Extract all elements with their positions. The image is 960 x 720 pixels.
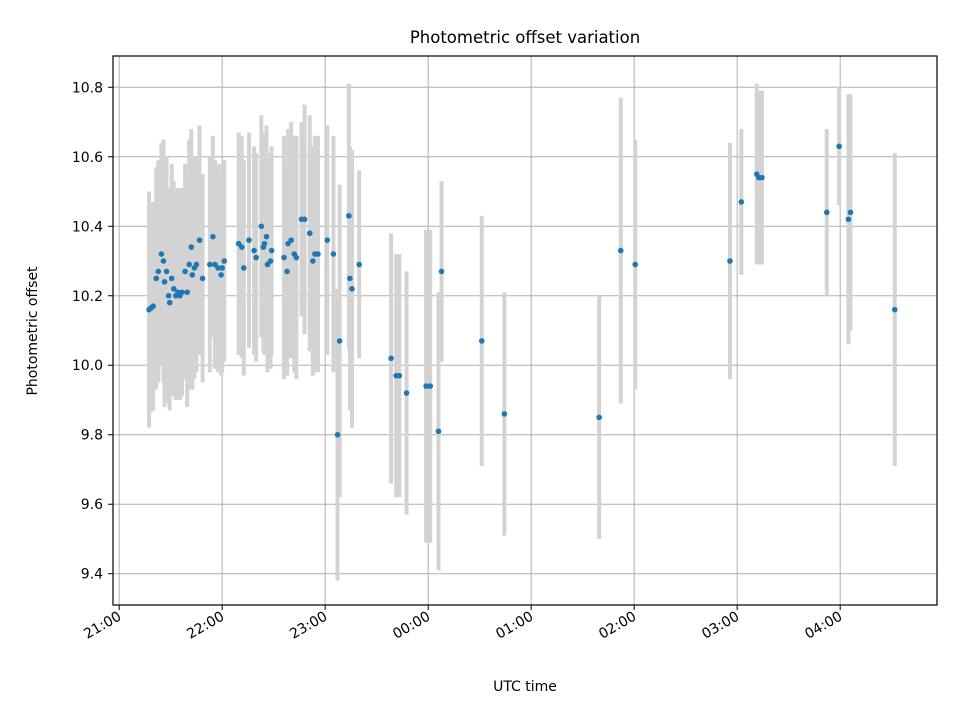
data-point (396, 372, 403, 379)
data-point (346, 213, 352, 219)
grid (113, 56, 937, 605)
data-point (288, 237, 294, 243)
data-point (253, 254, 259, 261)
y-axis-ticks: 9.4 9.6 9.8 10.0 10.2 10.4 10.6 10.8 (72, 80, 113, 583)
data-point (478, 338, 485, 344)
chart-title: Photometric offset variation (410, 28, 640, 47)
data-point (261, 240, 268, 247)
data-point (158, 251, 165, 257)
data-point (836, 143, 842, 150)
data-point (315, 251, 321, 257)
data-point (153, 275, 160, 282)
data-point (163, 268, 170, 275)
data-point (349, 286, 355, 292)
data-points (146, 143, 898, 438)
data-point (170, 286, 177, 292)
data-point (188, 244, 195, 250)
data-point (182, 268, 188, 275)
data-point (155, 268, 162, 275)
data-point (281, 254, 287, 261)
data-point (403, 390, 410, 396)
data-point (184, 289, 190, 296)
data-point (388, 355, 394, 362)
data-point (165, 292, 172, 299)
data-point (219, 265, 225, 271)
x-tick-label: 22:00 (184, 609, 227, 643)
y-tick-label: 10.4 (72, 219, 103, 235)
data-point (218, 272, 224, 278)
error-bars (147, 83, 897, 581)
data-point (334, 431, 341, 438)
y-tick-label: 9.6 (81, 497, 103, 513)
data-point (823, 209, 830, 216)
data-point (427, 383, 434, 389)
y-tick-label: 10.8 (72, 80, 103, 96)
data-point (324, 237, 331, 243)
x-tick-label: 02:00 (596, 609, 639, 643)
data-point (738, 199, 745, 205)
data-point (759, 174, 765, 181)
data-point (246, 237, 252, 243)
data-point (150, 303, 156, 309)
data-point (168, 275, 175, 282)
data-point (207, 261, 213, 268)
y-tick-label: 10.2 (72, 289, 103, 305)
data-point (845, 216, 852, 223)
data-point (617, 247, 624, 254)
data-point (310, 258, 316, 264)
data-point (501, 411, 508, 417)
data-point (632, 261, 639, 268)
data-point (189, 272, 196, 278)
data-point (238, 244, 245, 250)
data-point (221, 258, 228, 264)
data-point (161, 279, 168, 285)
data-point (423, 383, 429, 389)
data-point (435, 428, 442, 435)
data-point (166, 299, 173, 306)
data-point (186, 261, 193, 268)
y-tick-label: 10.6 (72, 150, 103, 166)
x-tick-label: 23:00 (287, 609, 330, 643)
data-point (199, 275, 206, 282)
y-tick-label: 9.8 (81, 428, 103, 444)
data-point (215, 265, 221, 271)
data-point (596, 414, 602, 421)
y-tick-label: 10.0 (72, 358, 103, 374)
data-point (293, 254, 300, 261)
data-point (258, 223, 265, 230)
data-point (330, 251, 337, 257)
data-point (241, 265, 247, 271)
data-point (268, 247, 275, 254)
x-tick-label: 21:00 (81, 609, 124, 643)
x-tick-label: 03:00 (699, 609, 742, 643)
data-point (210, 233, 216, 240)
data-point (347, 275, 353, 282)
data-point (267, 258, 274, 264)
plot-frame (112, 55, 938, 606)
x-axis-ticks: 21:00 22:00 23:00 00:00 01:00 02:00 03:00 04:00 (81, 605, 845, 643)
data-point (160, 258, 167, 264)
data-point (179, 289, 185, 296)
data-point (727, 258, 733, 264)
x-tick-label: 04:00 (802, 609, 845, 643)
data-point (263, 233, 270, 240)
data-point (301, 216, 308, 223)
data-point (438, 268, 445, 275)
y-tick-label: 9.4 (81, 567, 103, 583)
x-axis-label: UTC time (493, 679, 557, 695)
data-point (891, 306, 898, 313)
data-point (356, 261, 362, 268)
data-point (284, 268, 290, 275)
data-point (336, 338, 343, 344)
x-tick-label: 01:00 (493, 609, 536, 643)
data-point (306, 230, 313, 237)
data-point (251, 247, 257, 254)
y-axis-label: Photometric offset (25, 266, 41, 396)
x-tick-label: 00:00 (390, 609, 433, 643)
data-point (196, 237, 203, 243)
data-point (193, 261, 200, 268)
data-point (847, 209, 854, 216)
